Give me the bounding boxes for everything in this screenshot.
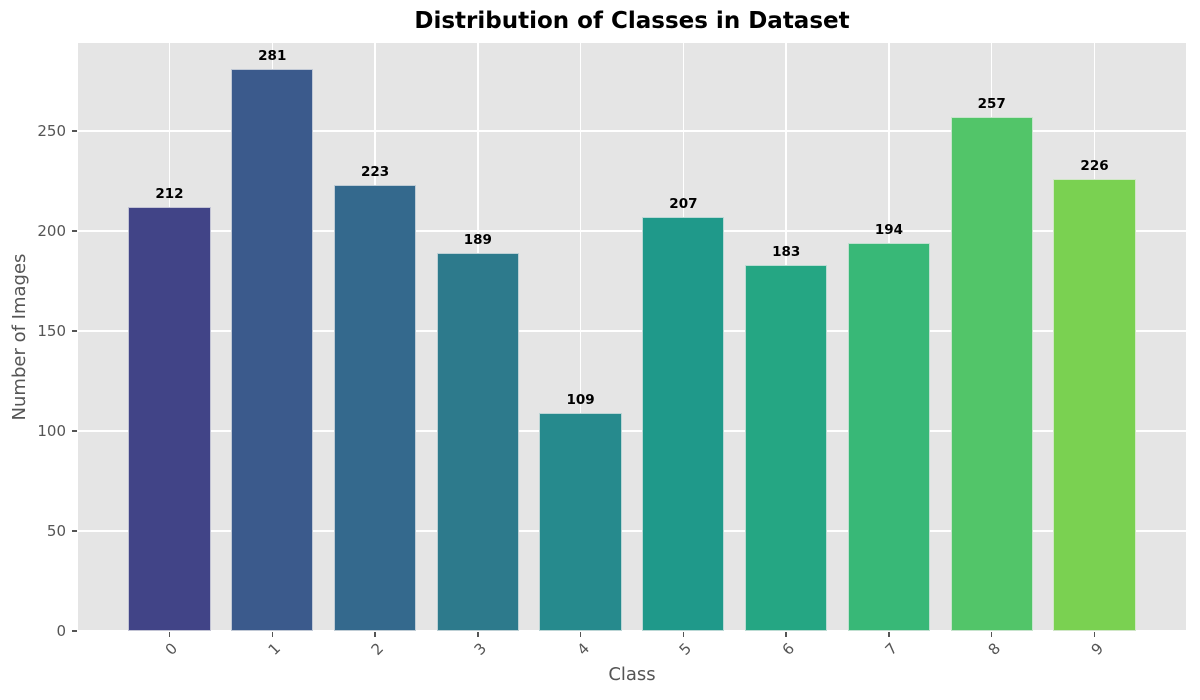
- bar-value-label: 207: [669, 196, 698, 212]
- bar-value-label: 223: [360, 164, 390, 180]
- y-tick-label: 250: [37, 122, 66, 140]
- bar: [539, 413, 622, 631]
- y-tick-mark: [72, 630, 77, 632]
- y-tick-label: 0: [56, 622, 66, 640]
- bar: [950, 117, 1033, 631]
- bar-value-label: 189: [463, 232, 492, 248]
- y-tick-mark: [72, 230, 77, 232]
- x-tick-mark: [990, 632, 993, 637]
- y-tick-label: 150: [37, 322, 66, 340]
- bar-value-label: 257: [977, 96, 1006, 112]
- gridline-h: [78, 230, 1186, 232]
- gridline-v: [579, 43, 582, 631]
- bar-value-label: 194: [874, 222, 904, 238]
- gridline-h: [78, 630, 1186, 631]
- y-tick-mark: [72, 530, 77, 532]
- y-tick-label: 100: [37, 422, 66, 440]
- bar-value-label: 226: [1080, 158, 1109, 174]
- x-tick-mark: [579, 632, 582, 637]
- x-tick-mark: [888, 632, 890, 637]
- gridline-h: [78, 430, 1186, 432]
- bar: [128, 207, 211, 631]
- y-tick-mark: [72, 130, 77, 132]
- y-tick-mark: [72, 430, 77, 432]
- bar: [847, 243, 931, 631]
- plot-area: [78, 43, 1186, 631]
- gridline-h: [78, 330, 1186, 332]
- y-tick-label: 200: [37, 222, 66, 240]
- gridline-h: [78, 530, 1186, 532]
- x-tick-mark: [168, 632, 171, 637]
- x-tick-mark: [477, 632, 479, 637]
- x-tick-mark: [682, 632, 685, 637]
- x-tick-mark: [785, 632, 787, 637]
- bar-value-label: 109: [566, 392, 595, 408]
- bar: [436, 253, 519, 631]
- chart-title: Distribution of Classes in Dataset: [414, 8, 850, 34]
- bar: [642, 217, 725, 631]
- y-tick-label: 50: [46, 522, 66, 540]
- gridline-h: [78, 130, 1186, 132]
- y-tick-mark: [72, 330, 77, 332]
- bar: [745, 265, 828, 631]
- bar: [231, 69, 314, 631]
- x-tick-mark: [271, 632, 273, 637]
- x-tick-mark: [1093, 632, 1096, 637]
- bar: [1053, 179, 1136, 631]
- x-axis-label: Class: [608, 664, 656, 685]
- bar-value-label: 281: [258, 48, 287, 64]
- bar-value-label: 212: [155, 186, 184, 202]
- bar: [333, 185, 417, 631]
- bar-value-label: 183: [772, 244, 801, 260]
- x-tick-mark: [374, 632, 376, 637]
